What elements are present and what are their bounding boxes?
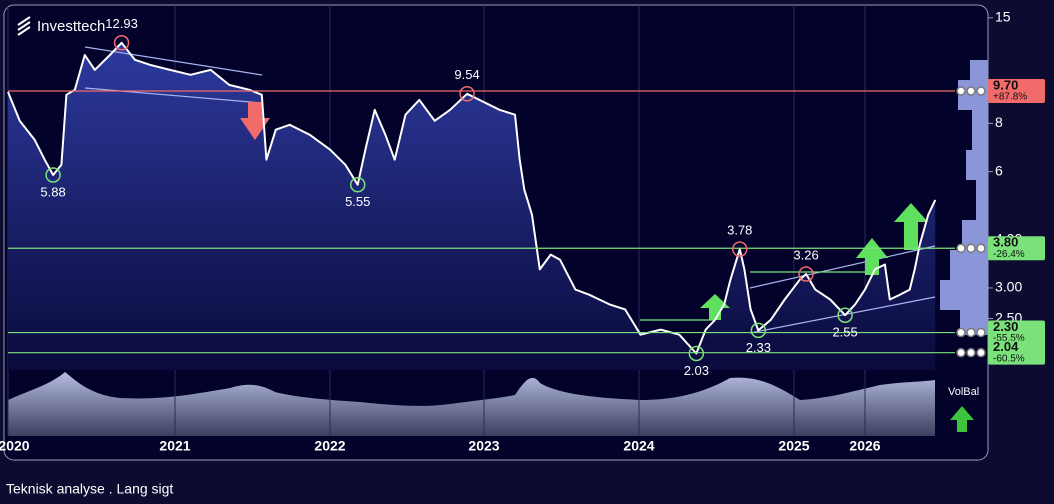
point-label: 2.03 [684,363,709,378]
level-change: +87.8% [993,92,1027,103]
level-value: 2.04 [993,339,1019,354]
level-box [988,236,1045,261]
level-box [988,320,1045,345]
point-label: 2.33 [746,340,771,355]
level-value: 3.80 [993,235,1018,250]
x-tick-label: 2024 [623,438,654,454]
bottom-marker [45,167,61,183]
volume-area [8,372,935,436]
y-tick-label: 8 [995,114,1003,130]
point-label: 2.55 [832,325,857,340]
plot [7,5,988,436]
point-label: 3.26 [793,247,818,262]
y-tick-label: 15 [995,9,1011,25]
brand: Investtech [37,18,105,35]
level-dot [976,86,986,96]
x-tick-label: 2025 [778,438,809,454]
level-change: -26.4% [993,249,1025,260]
point-label: 5.88 [40,184,65,199]
x-tick-label: 2026 [849,438,880,454]
level-dot [966,347,976,358]
level-dot [966,86,976,96]
level-value: 2.30 [993,319,1018,334]
logo [17,16,31,36]
level-dot [966,243,976,254]
x-tick-label: 2022 [314,438,345,454]
level-dot [966,327,976,338]
footer: Teknisk analyse . Lang sigt [6,481,173,497]
point-label: 5.55 [345,194,370,209]
point-label: 3.78 [727,223,752,238]
top-marker [732,241,748,257]
bottom-marker [688,345,705,362]
top-marker [798,266,814,282]
level-box [988,78,1045,103]
x-tick-label: 2023 [468,438,499,454]
point-label: 12.93 [105,16,138,31]
level-box [988,340,1045,365]
level-dot [976,243,986,254]
indicator-label: VolBal [948,386,979,398]
level-dot [956,347,966,358]
volume-profile [940,60,988,335]
y-tick-label: 6 [995,162,1003,178]
price-line [7,41,937,355]
bottom-marker [750,322,767,339]
bottom-marker [837,307,853,323]
top-marker [113,35,130,51]
level-dot [956,243,966,254]
y-tick-label: 3.00 [995,279,1022,295]
point-label: 9.54 [454,67,479,82]
level-change: -55.5% [993,333,1025,344]
top-marker [459,86,475,102]
level-dot [976,327,986,338]
level-dot [976,347,986,358]
bottom-marker [349,176,366,193]
price-area [8,42,936,371]
trend-channels [84,46,936,334]
signal-arrows [240,102,974,432]
level-dot [956,86,966,96]
level-change: -60.5% [993,353,1025,364]
x-tick-label: 2020 [0,438,30,454]
level-dot [956,327,966,338]
x-tick-label: 2021 [159,438,190,454]
level-value: 9.70 [993,77,1018,92]
